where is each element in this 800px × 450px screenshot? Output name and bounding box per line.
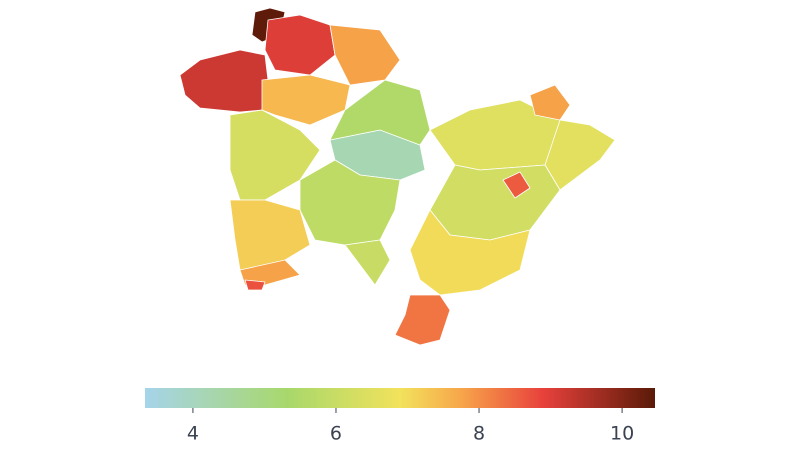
region bbox=[179, 49, 269, 113]
colorbar bbox=[145, 388, 655, 408]
region bbox=[344, 239, 391, 286]
region bbox=[502, 171, 531, 199]
region bbox=[264, 14, 336, 76]
region bbox=[239, 259, 301, 286]
region bbox=[329, 79, 431, 146]
regions bbox=[179, 7, 616, 346]
region bbox=[299, 159, 401, 246]
colorbar-tick-label: 10 bbox=[610, 423, 634, 445]
region bbox=[244, 279, 266, 291]
region bbox=[261, 74, 351, 126]
colorbar-tick-label: 8 bbox=[473, 423, 485, 445]
region bbox=[394, 294, 451, 346]
colorbar-tick-label: 6 bbox=[330, 423, 342, 445]
colorbar-tick-label: 4 bbox=[187, 423, 199, 445]
region bbox=[329, 24, 401, 86]
region bbox=[529, 84, 571, 121]
region bbox=[429, 164, 561, 241]
region bbox=[409, 209, 531, 296]
